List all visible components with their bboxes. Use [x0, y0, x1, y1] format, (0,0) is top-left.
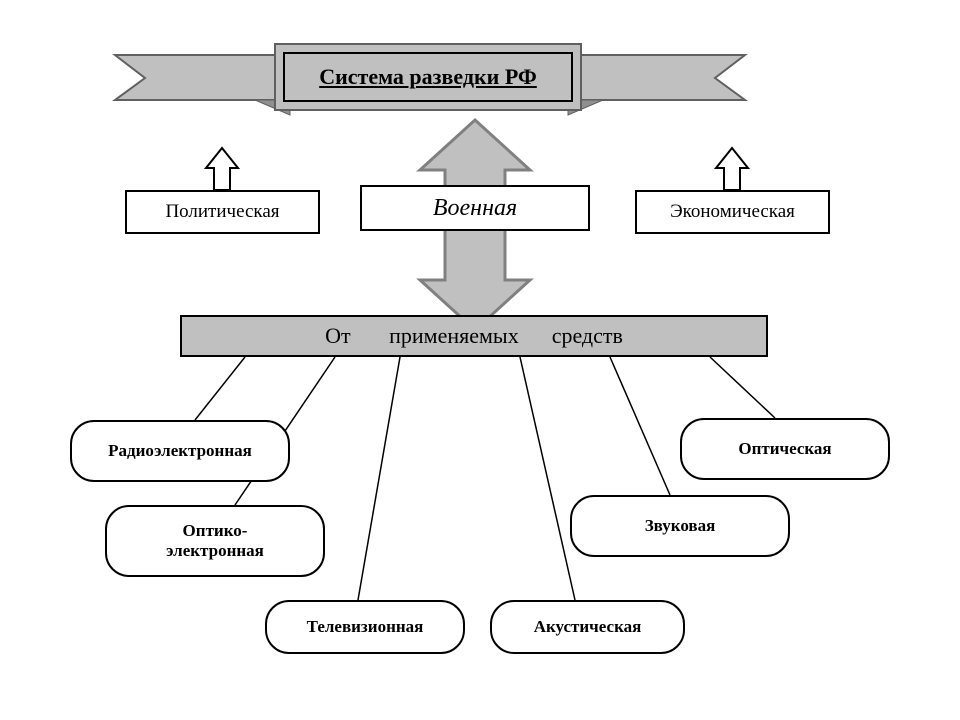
pill-sound: Звуковая: [570, 495, 790, 557]
arrow-up-left-icon: [206, 148, 238, 190]
branch-right-label: Экономическая: [670, 201, 795, 223]
pill-optical: Оптическая: [680, 418, 890, 480]
pill-television: Телевизионная: [265, 600, 465, 654]
branch-left-label: Политическая: [165, 201, 279, 223]
arrow-up-right-icon: [716, 148, 748, 190]
title-text: Система разведки РФ: [319, 64, 537, 90]
pill-label: Звуковая: [645, 516, 716, 536]
means-bar-text: От применяемых средств: [325, 323, 623, 349]
diagram-svg: [0, 0, 960, 720]
pill-acoustic: Акустическая: [490, 600, 685, 654]
pill-label: Оптическая: [738, 439, 831, 459]
title-box: Система разведки РФ: [283, 52, 573, 102]
branch-right-box: Экономическая: [635, 190, 830, 234]
pill-opto-electronic: Оптико-электронная: [105, 505, 325, 577]
means-bar: От применяемых средств: [180, 315, 768, 357]
branch-left-box: Политическая: [125, 190, 320, 234]
pill-label: Акустическая: [534, 617, 642, 637]
pill-label: Телевизионная: [307, 617, 424, 637]
pill-radioelectronic: Радиоэлектронная: [70, 420, 290, 482]
pill-label: Радиоэлектронная: [108, 441, 252, 461]
branch-center-label: Военная: [433, 195, 517, 222]
pill-label: Оптико-электронная: [166, 521, 264, 560]
branch-center-box: Военная: [360, 185, 590, 231]
